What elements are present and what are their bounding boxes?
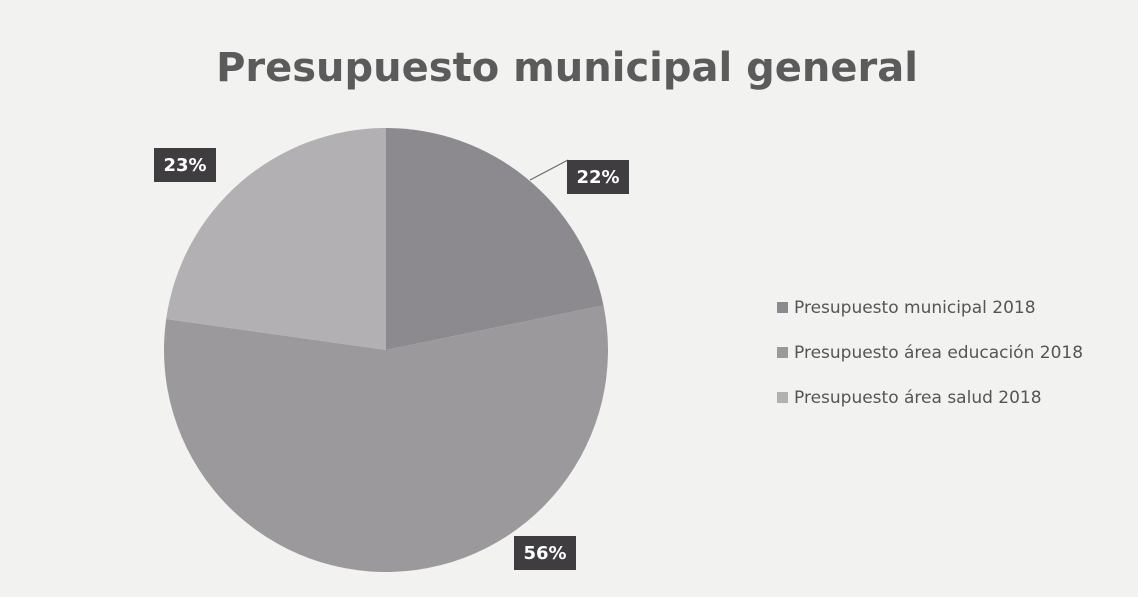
legend-swatch [777, 347, 788, 358]
label-box [567, 160, 629, 194]
legend-label: Presupuesto área educación 2018 [794, 343, 1083, 363]
chart-title: Presupuesto municipal general [216, 45, 918, 91]
pie-slice [166, 128, 386, 350]
legend-label: Presupuesto municipal 2018 [794, 298, 1036, 318]
pie-slice [164, 305, 608, 572]
data-label: 56% [523, 543, 566, 564]
legend-swatch [777, 302, 788, 313]
label-box [514, 536, 576, 570]
label-box [154, 148, 216, 182]
data-label: 22% [576, 167, 619, 188]
pie-slice [386, 128, 604, 350]
legend-swatch [777, 392, 788, 403]
data-label: 23% [163, 155, 206, 176]
legend-label: Presupuesto área salud 2018 [794, 388, 1042, 408]
leader-line [529, 159, 569, 181]
